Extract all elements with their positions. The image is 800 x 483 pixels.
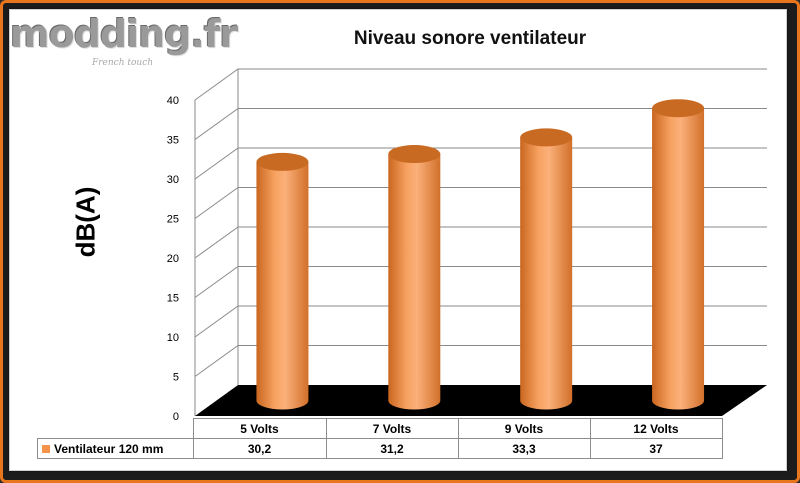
y-tick-label: 25	[167, 214, 179, 226]
y-tick-label: 35	[167, 135, 179, 147]
data-table-series-row: Ventilateur 120 mm 30,2 31,2 33,3 37	[37, 438, 723, 459]
category-label: 5 Volts	[192, 418, 327, 439]
bar-top	[520, 128, 573, 147]
y-tick-label: 10	[167, 332, 179, 344]
bars	[256, 99, 705, 410]
floor-plane	[195, 385, 767, 416]
bar	[388, 154, 441, 410]
y-ticks: 0 5 10 15 20 25 30 35 40	[167, 95, 179, 423]
bar-top	[256, 152, 309, 171]
data-value: 37	[589, 438, 723, 459]
chart-floor	[195, 385, 767, 416]
y-tick-label: 40	[167, 95, 179, 107]
legend-swatch	[42, 445, 50, 454]
logo-brand: modding.fr	[10, 12, 238, 56]
bar	[256, 161, 309, 410]
y-tick-label: 5	[173, 372, 179, 384]
gridline	[194, 68, 767, 101]
data-value: 30,2	[192, 438, 327, 459]
bar-top	[388, 145, 441, 164]
data-table-header-row: 5 Volts 7 Volts 9 Volts 12 Volts	[37, 418, 723, 439]
y-tick-label: 20	[167, 253, 179, 265]
legend-entry: Ventilateur 120 mm	[37, 438, 194, 459]
data-table-corner	[37, 418, 194, 439]
y-tick-label: 0	[173, 411, 179, 423]
y-tick-label: 30	[167, 174, 179, 186]
bar-top	[652, 99, 705, 118]
bar	[520, 137, 573, 410]
data-value: 31,2	[325, 438, 459, 459]
series-name: Ventilateur 120 mm	[54, 441, 164, 456]
logo-tagline: French touch	[92, 58, 154, 68]
category-label: 9 Volts	[457, 418, 591, 439]
category-label: 12 Volts	[589, 418, 723, 439]
gridlines	[194, 68, 767, 416]
y-tick-label: 15	[167, 293, 179, 305]
chart-title: Niveau sonore ventilateur	[353, 28, 587, 49]
bar	[652, 108, 705, 410]
modding-logo: modding.fr French touch	[10, 12, 238, 68]
data-table: 5 Volts 7 Volts 9 Volts 12 Volts Ventila…	[37, 418, 723, 459]
category-label: 7 Volts	[325, 418, 459, 439]
data-value: 33,3	[457, 438, 591, 459]
